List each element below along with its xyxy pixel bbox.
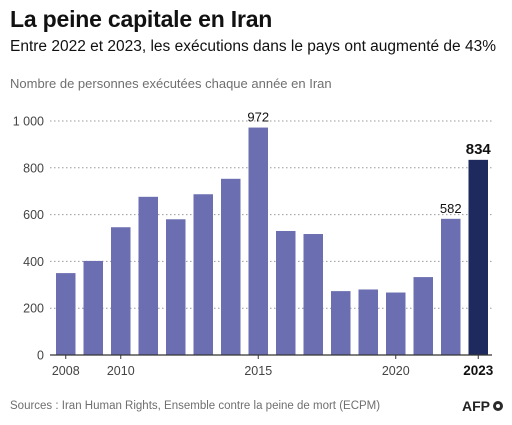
data-label: 582 <box>440 201 462 216</box>
x-tick-label: 2023 <box>463 363 494 378</box>
bar-2016 <box>276 230 296 355</box>
x-tick-label: 2010 <box>107 364 135 378</box>
y-tick-label: 200 <box>23 302 44 316</box>
bar-2018 <box>331 291 351 355</box>
bar-2023 <box>468 159 488 355</box>
bar-2014 <box>221 178 241 355</box>
bar-2010 <box>111 227 131 355</box>
data-label: 972 <box>247 110 269 125</box>
bar-2019 <box>358 289 378 355</box>
bar-2020 <box>386 292 406 355</box>
bar-2009 <box>83 260 103 355</box>
chart-title: La peine capitale en Iran <box>10 6 273 32</box>
bar-2022 <box>441 218 461 355</box>
y-tick-label: 1 000 <box>13 115 44 129</box>
logo-text: AFP <box>462 398 490 414</box>
unit-label: Nombre de personnes exécutées chaque ann… <box>10 76 332 91</box>
x-tick-label: 2020 <box>382 364 410 378</box>
bar-2008 <box>56 273 76 355</box>
bar-2021 <box>413 277 433 355</box>
afp-logo: AFP <box>462 398 504 414</box>
bar-2011 <box>138 196 158 355</box>
logo-mark-icon <box>493 401 503 411</box>
bar-2017 <box>303 234 323 355</box>
bar-2012 <box>166 219 186 355</box>
chart-subtitle: Entre 2022 et 2023, les exécutions dans … <box>10 38 497 55</box>
bar-2015 <box>248 127 268 355</box>
bar-2013 <box>193 194 213 355</box>
y-tick-label: 600 <box>23 208 44 222</box>
source-note: Sources : Iran Human Rights, Ensemble co… <box>10 400 381 412</box>
data-label: 834 <box>466 141 492 158</box>
x-tick-label: 2015 <box>244 364 272 378</box>
x-tick-label: 2008 <box>52 364 80 378</box>
y-tick-label: 400 <box>23 255 44 269</box>
y-tick-label: 0 <box>37 349 44 363</box>
y-tick-label: 800 <box>23 161 44 175</box>
